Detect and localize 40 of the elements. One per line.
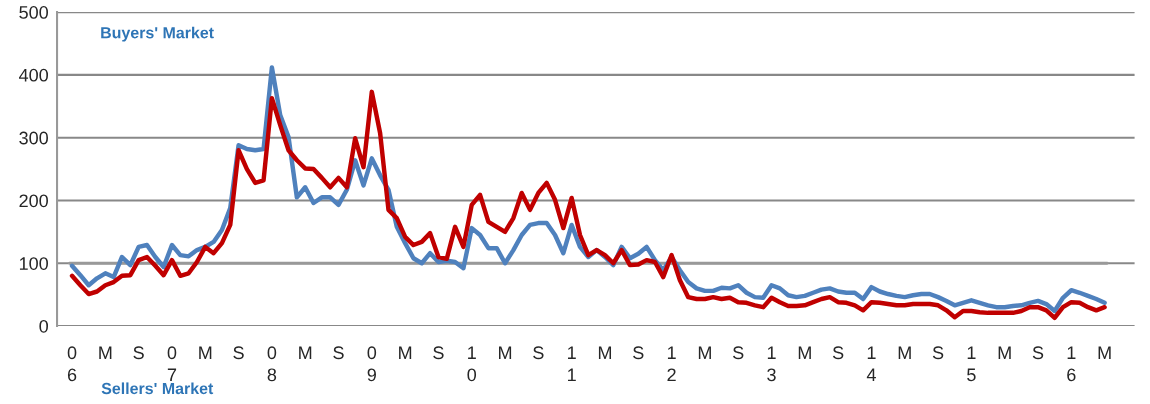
x-tick-label: 0 9: [367, 346, 377, 382]
y-tick-label: 200: [19, 194, 48, 208]
x-tick-label: M: [99, 346, 112, 359]
x-tick-label: S: [633, 346, 644, 360]
x-tick-label: S: [832, 346, 844, 360]
x-tick-label: 0 8: [267, 346, 277, 382]
y-tick-label: 400: [19, 68, 48, 82]
y-tick-label: 0: [39, 319, 48, 333]
x-tick-label: M: [998, 346, 1011, 359]
text: Sellers' Market: [101, 382, 214, 395]
x-tick-label: M: [199, 346, 212, 359]
x-tick-label: S: [333, 346, 344, 360]
x-tick-label: 0 7: [167, 346, 177, 382]
x-tick-label: S: [233, 346, 244, 360]
x-tick-label: 1 1: [568, 346, 576, 382]
x-tick-label: M: [598, 346, 612, 359]
x-tick-label: S: [433, 346, 444, 360]
x-tick-label: S: [1032, 346, 1044, 360]
x-tick-label: S: [932, 346, 944, 360]
y-tick-label: 500: [19, 6, 48, 19]
x-tick-label: M: [798, 346, 811, 359]
x-tick-label: 1 5: [967, 346, 976, 382]
x-tick-label: 1 3: [767, 346, 776, 382]
x-tick-label: 1 4: [866, 346, 876, 382]
x-tick-label: M: [698, 346, 711, 359]
x-tick-label: M: [898, 346, 911, 359]
x-tick-label: M: [399, 346, 412, 359]
annotation: Buyers' Market: [101, 26, 214, 42]
x-tick-label: S: [533, 346, 544, 360]
x-tick-label: S: [133, 346, 144, 360]
x-tick-label: 1 6: [1067, 346, 1076, 382]
x-tick-label: S: [733, 346, 744, 360]
x-tick-label: 1 2: [667, 346, 676, 382]
x-tick-label: 1 0: [467, 346, 477, 382]
x-tick-label: 0 6: [67, 346, 77, 382]
x-tick-label: M: [1098, 346, 1111, 359]
y-tick-label: 300: [19, 131, 48, 145]
y-tick-label: 100: [19, 257, 48, 270]
x-tick-label: M: [499, 346, 512, 359]
x-tick-label: M: [299, 346, 312, 359]
